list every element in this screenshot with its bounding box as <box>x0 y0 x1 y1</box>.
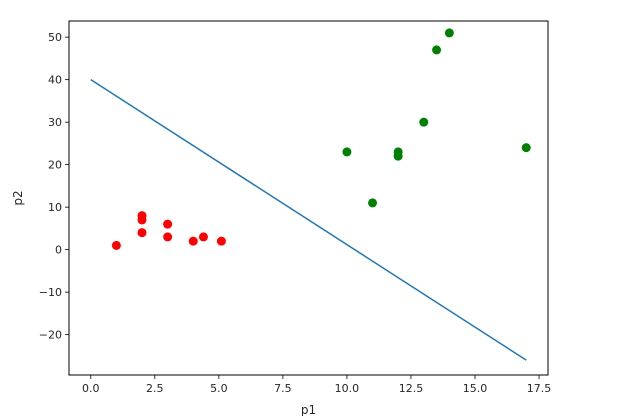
scatter-point <box>137 228 147 238</box>
x-axis-label: p1 <box>301 403 316 416</box>
scatter-point <box>342 147 352 157</box>
scatter-point <box>163 219 173 229</box>
scatter-point <box>216 236 226 246</box>
plot-area <box>68 20 549 376</box>
scatter-point <box>111 240 121 250</box>
scatter-point <box>198 232 208 242</box>
scatter-point <box>188 236 198 246</box>
y-tick-label: 20 <box>48 159 62 172</box>
y-tick-label: 10 <box>48 201 62 214</box>
scatter-point <box>444 28 454 38</box>
scatter-point <box>163 232 173 242</box>
scatter-point <box>368 198 378 208</box>
y-ticks: −20 −10 0 10 20 30 40 50 <box>39 31 69 342</box>
scatter-point <box>137 211 147 221</box>
y-tick-label: 0 <box>55 244 62 257</box>
x-ticks: 0.0 2.5 5.0 7.5 10.0 12.5 15.0 17.5 <box>82 375 551 395</box>
separator-line <box>90 79 527 361</box>
x-tick-label: 10.0 <box>335 382 360 395</box>
x-tick-label: 5.0 <box>210 382 228 395</box>
scatter-point <box>419 117 429 127</box>
scatter-point <box>393 147 403 157</box>
x-tick-label: 15.0 <box>463 382 488 395</box>
scatter-point <box>432 45 442 55</box>
scatter-point <box>521 143 531 153</box>
x-tick-label: 12.5 <box>399 382 424 395</box>
plot-border <box>68 20 549 376</box>
y-tick-label: 50 <box>48 31 62 44</box>
y-tick-label: −20 <box>39 329 62 342</box>
y-tick-label: 40 <box>48 74 62 87</box>
x-tick-label: 17.5 <box>527 382 552 395</box>
data-layer <box>90 28 531 361</box>
x-tick-label: 0.0 <box>82 382 100 395</box>
y-tick-label: 30 <box>48 116 62 129</box>
y-tick-label: −10 <box>39 286 62 299</box>
x-tick-label: 7.5 <box>274 382 292 395</box>
x-tick-label: 2.5 <box>146 382 164 395</box>
y-axis-label: p2 <box>11 190 25 205</box>
